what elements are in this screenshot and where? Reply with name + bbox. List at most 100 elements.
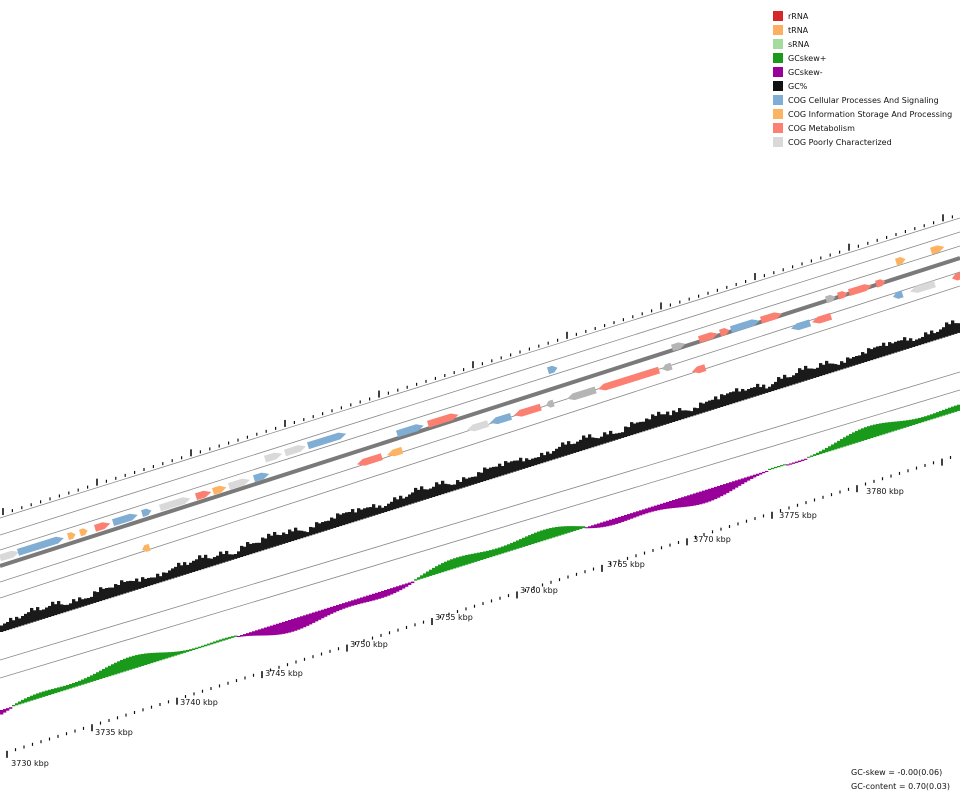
skew-bar xyxy=(42,691,46,697)
skew-bar xyxy=(399,585,403,591)
gc-bar xyxy=(876,346,880,359)
gc-bar xyxy=(405,496,409,506)
gc-bar xyxy=(852,357,856,366)
skew-bar xyxy=(48,689,52,695)
skew-bar xyxy=(225,637,229,640)
gc-bar xyxy=(657,411,661,427)
gc-bar xyxy=(768,386,772,392)
gc-bar xyxy=(837,364,841,371)
gc-bar xyxy=(900,340,904,351)
skew-bar xyxy=(762,471,766,474)
gc-bar xyxy=(378,505,382,514)
gc-bar xyxy=(822,364,826,376)
skew-bar xyxy=(861,428,865,441)
gc-bar xyxy=(621,432,625,438)
gc-bar xyxy=(924,332,928,344)
gc-bar xyxy=(528,459,532,467)
skew-bar xyxy=(708,488,712,502)
gc-bar xyxy=(606,434,610,443)
gc-bar xyxy=(507,462,511,474)
gc-bar xyxy=(264,538,268,550)
gc-bar xyxy=(180,565,184,576)
gc-bar xyxy=(885,345,889,356)
gc-bar xyxy=(222,554,226,563)
gc-bar xyxy=(579,439,583,452)
skew-bar xyxy=(945,408,949,415)
skew-bar xyxy=(465,555,469,565)
skew-bar xyxy=(426,571,430,577)
skew-bar xyxy=(270,625,274,636)
gc-bar xyxy=(774,381,778,391)
skew-bar xyxy=(480,552,484,560)
skew-bar xyxy=(183,650,187,653)
gc-bar xyxy=(432,486,436,497)
axis-tick-label: 3780 kbp xyxy=(866,487,904,496)
skew-bar xyxy=(783,464,787,466)
skew-bar xyxy=(666,501,670,509)
gc-bar xyxy=(384,505,388,512)
gc-bar xyxy=(477,472,481,483)
gene-arrow xyxy=(930,245,945,255)
gc-bar xyxy=(600,436,604,445)
skew-bar xyxy=(552,527,556,538)
gene-arrow xyxy=(895,257,906,266)
gc-bar xyxy=(210,558,214,567)
skew-bar xyxy=(423,573,427,578)
gc-bar xyxy=(204,554,208,569)
gc-bar xyxy=(429,488,433,498)
skew-bar xyxy=(12,704,16,707)
gc-bar xyxy=(174,566,178,578)
skew-bar xyxy=(132,655,136,669)
gc-bar xyxy=(81,599,85,607)
gc-bar xyxy=(516,460,520,471)
skew-bar xyxy=(924,416,928,422)
gene-arrow xyxy=(730,319,760,333)
gc-bar xyxy=(84,598,88,606)
skew-bar xyxy=(135,655,139,668)
skew-bar xyxy=(879,423,883,436)
gc-bar xyxy=(12,620,16,629)
gc-bar xyxy=(393,497,397,510)
gc-bar xyxy=(954,323,958,334)
skew-bar xyxy=(396,586,400,592)
gc-bar xyxy=(921,336,925,345)
skew-bar xyxy=(741,478,745,485)
gc-bar xyxy=(780,378,784,389)
skew-bar xyxy=(768,468,772,470)
gc-bar xyxy=(702,403,706,413)
skew-bar xyxy=(405,583,409,587)
gene-arrow xyxy=(387,446,404,457)
skew-bar xyxy=(681,497,685,508)
gc-bar xyxy=(273,531,277,547)
skew-bar xyxy=(825,447,829,453)
gc-bar xyxy=(21,615,25,626)
gc-bar xyxy=(237,551,241,558)
skew-bar xyxy=(624,515,628,521)
gc-bar xyxy=(324,521,328,531)
gene-arrow xyxy=(598,366,661,391)
legend-label: COG Cellular Processes And Signaling xyxy=(788,95,939,105)
gene-arrow xyxy=(396,424,424,438)
skew-bar xyxy=(930,414,934,420)
skew-bar xyxy=(99,670,103,680)
gc-bar xyxy=(762,384,766,394)
gc-bar xyxy=(942,327,946,338)
skew-bar xyxy=(525,536,529,546)
gc-bar xyxy=(402,498,406,507)
gene-arrow xyxy=(698,332,719,343)
skew-bar xyxy=(243,634,247,637)
skew-bar xyxy=(519,539,523,548)
skew-bar xyxy=(279,622,283,635)
gc-bar xyxy=(255,542,259,553)
skew-bar xyxy=(108,665,112,677)
skew-bar xyxy=(141,653,145,666)
skew-bar xyxy=(198,646,202,649)
gc-bar xyxy=(717,399,721,408)
skew-bar xyxy=(171,651,175,657)
skew-bar xyxy=(210,642,214,645)
skew-bar xyxy=(339,604,343,610)
skew-bar xyxy=(852,432,856,444)
skew-bar xyxy=(744,477,748,483)
gc-bar xyxy=(957,323,960,333)
gc-bar xyxy=(435,482,439,497)
